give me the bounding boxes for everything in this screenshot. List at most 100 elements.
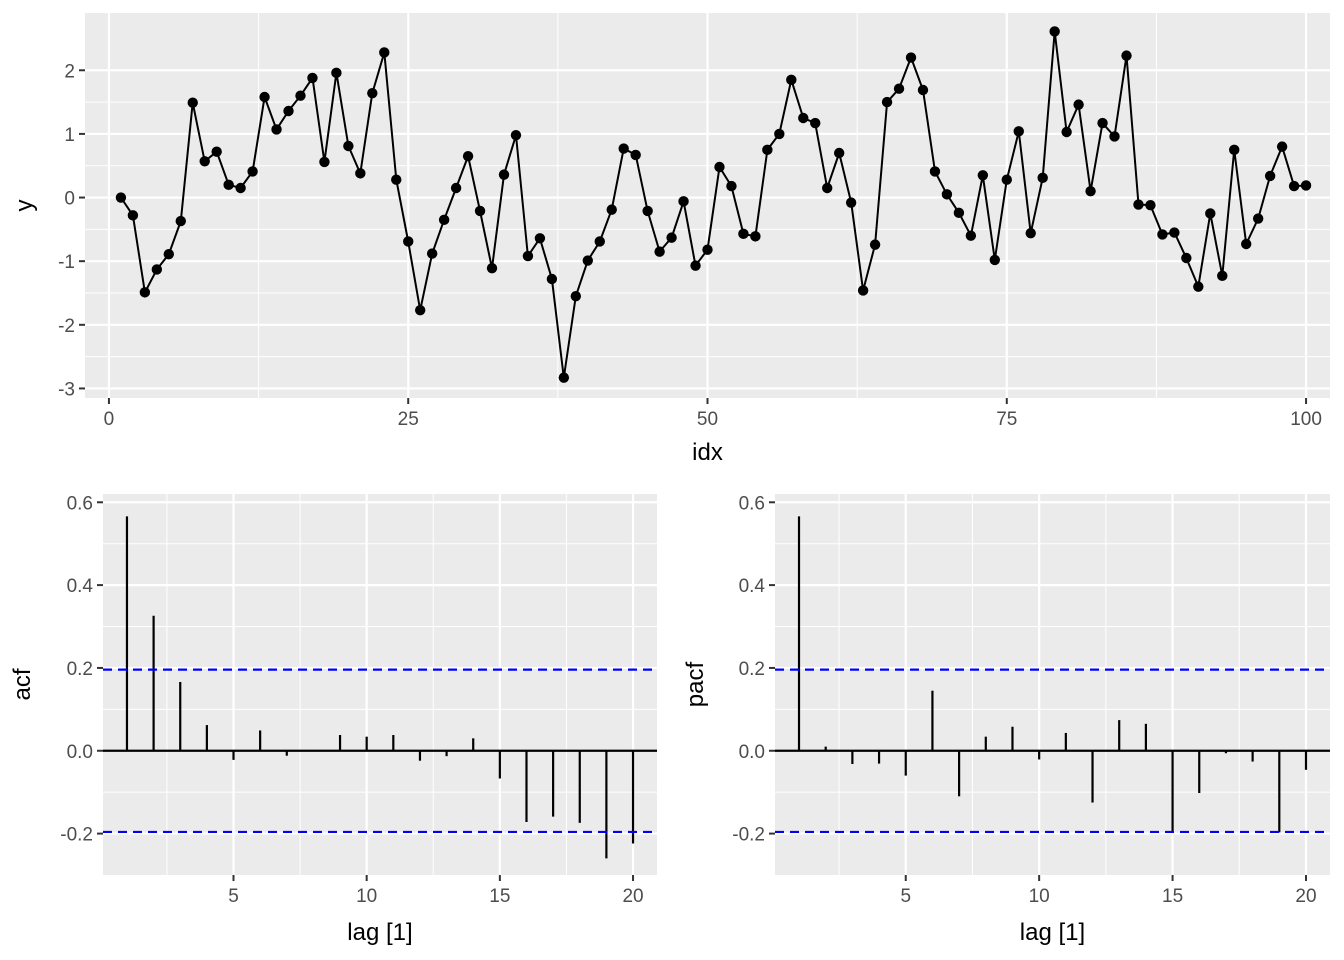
data-point [486, 262, 498, 274]
y-tick-label: 0.6 [67, 493, 93, 514]
x-tick-label: 20 [622, 886, 643, 907]
data-point [235, 182, 246, 194]
data-point [295, 90, 306, 101]
data-point [474, 205, 486, 217]
data-point [714, 161, 725, 173]
data-point [869, 239, 881, 250]
data-point [259, 91, 270, 103]
y-tick-label: 0 [64, 189, 75, 210]
y-tick-label: 2 [64, 61, 75, 82]
panel-background [775, 494, 1330, 875]
data-point [881, 96, 893, 108]
data-point [1049, 26, 1060, 37]
data-point [1157, 229, 1168, 240]
data-point [893, 83, 905, 94]
x-tick-label: 100 [1290, 409, 1322, 430]
y-tick-label: -0.2 [732, 825, 765, 846]
data-point [1229, 144, 1240, 156]
data-point [738, 228, 749, 240]
data-point [1001, 174, 1012, 185]
data-point [1288, 180, 1300, 192]
data-point [319, 156, 330, 168]
x-axis-title: lag [1] [1020, 919, 1085, 946]
data-point [965, 230, 977, 241]
data-point [414, 304, 426, 316]
data-point [331, 67, 342, 79]
data-point [1217, 270, 1228, 282]
data-point [558, 372, 570, 383]
y-tick-label: 0.2 [67, 659, 93, 680]
y-tick-label: 0.2 [739, 659, 765, 680]
y-tick-label: -3 [58, 379, 75, 400]
data-point [989, 254, 1001, 266]
y-axis-title: y [11, 200, 38, 212]
data-point [1145, 199, 1156, 211]
x-tick-label: 15 [1162, 886, 1183, 907]
y-tick-label: -2 [58, 316, 75, 337]
data-point [654, 246, 665, 257]
data-point [1133, 199, 1144, 210]
data-point [271, 124, 282, 135]
data-point [211, 146, 222, 157]
data-point [510, 129, 522, 141]
y-tick-label: -0.2 [60, 825, 93, 846]
data-point [1097, 117, 1108, 129]
x-tick-label: 10 [356, 886, 377, 907]
x-tick-label: 15 [489, 886, 510, 907]
data-point [1193, 281, 1204, 292]
y-tick-label: 0.0 [67, 742, 93, 763]
x-tick-label: 5 [900, 886, 911, 907]
data-point [833, 147, 845, 159]
x-tick-label: 10 [1029, 886, 1050, 907]
series-line [120, 31, 1307, 378]
data-point [678, 196, 689, 207]
data-point [367, 87, 378, 99]
x-tick-label: 25 [398, 409, 419, 430]
data-point [199, 156, 210, 167]
data-point [307, 72, 318, 84]
data-point [127, 210, 139, 221]
data-point [1073, 99, 1084, 110]
data-point [1181, 252, 1192, 264]
data-point [498, 169, 510, 180]
data-point [1252, 213, 1264, 224]
data-point [391, 174, 402, 185]
x-tick-label: 20 [1295, 886, 1316, 907]
data-point [750, 231, 761, 242]
data-point [917, 84, 929, 96]
data-point [726, 180, 737, 192]
x-tick-label: 50 [697, 409, 718, 430]
data-point [774, 128, 785, 140]
data-point [845, 197, 857, 208]
data-point [1061, 126, 1072, 138]
data-point [977, 170, 989, 181]
y-tick-label: 1 [64, 125, 75, 146]
data-point [1121, 50, 1132, 61]
data-point [546, 273, 558, 285]
data-point [355, 168, 366, 179]
acf-plot: 5 10 15 20 -0.2 0.0 0.2 0.4 0.6 lag [1] acf [9, 493, 657, 946]
y-tick-label: 0.6 [739, 493, 765, 514]
data-point [941, 189, 953, 200]
data-point [1276, 141, 1288, 152]
data-point [223, 179, 234, 191]
data-point [1241, 238, 1252, 250]
data-point [702, 244, 713, 255]
data-point [343, 140, 354, 152]
data-point [630, 149, 641, 161]
data-point [1169, 227, 1180, 238]
data-point [438, 214, 450, 226]
data-point [1109, 131, 1120, 142]
data-point [247, 166, 258, 177]
data-point [522, 250, 534, 262]
data-point [810, 117, 821, 129]
data-point [379, 47, 390, 58]
data-point [822, 182, 833, 194]
data-point [139, 287, 151, 298]
data-point [163, 248, 174, 260]
y-axis-title: pacf [682, 661, 709, 707]
y-tick-label: 0.4 [67, 576, 94, 597]
x-axis-title: lag [1] [347, 919, 412, 946]
panel-background [103, 494, 657, 875]
